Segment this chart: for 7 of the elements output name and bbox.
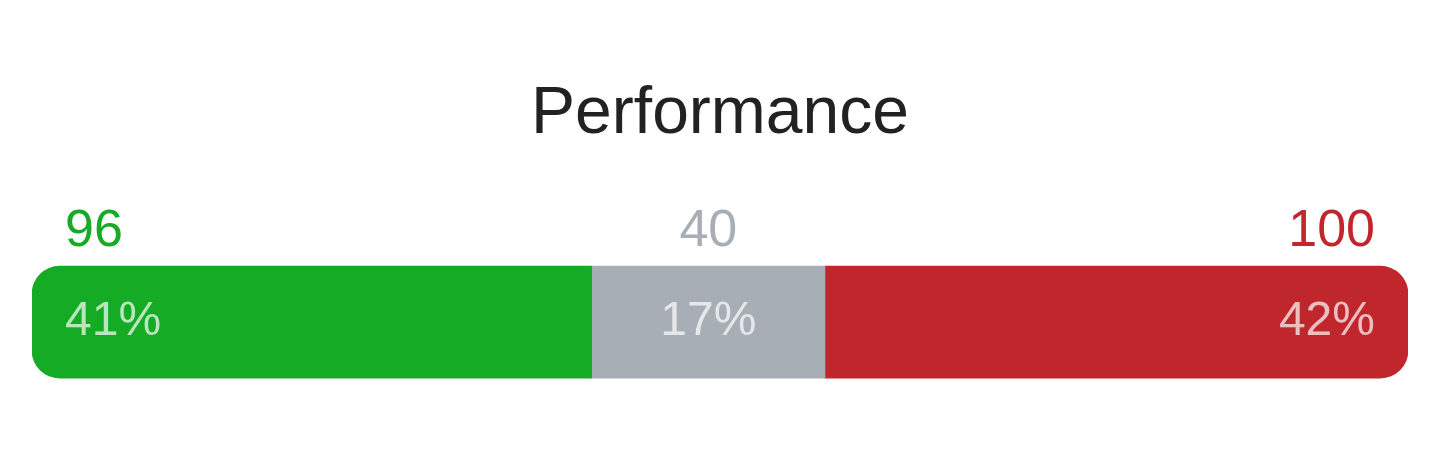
data-label: 96 (65, 199, 123, 258)
annotation: 41% (65, 292, 162, 346)
chart-title: Performance (531, 72, 909, 147)
annotation: 42% (1278, 292, 1375, 346)
data-label: 40 (679, 199, 738, 258)
data-label: 100 (1288, 199, 1375, 258)
annotation: 17% (660, 292, 757, 346)
